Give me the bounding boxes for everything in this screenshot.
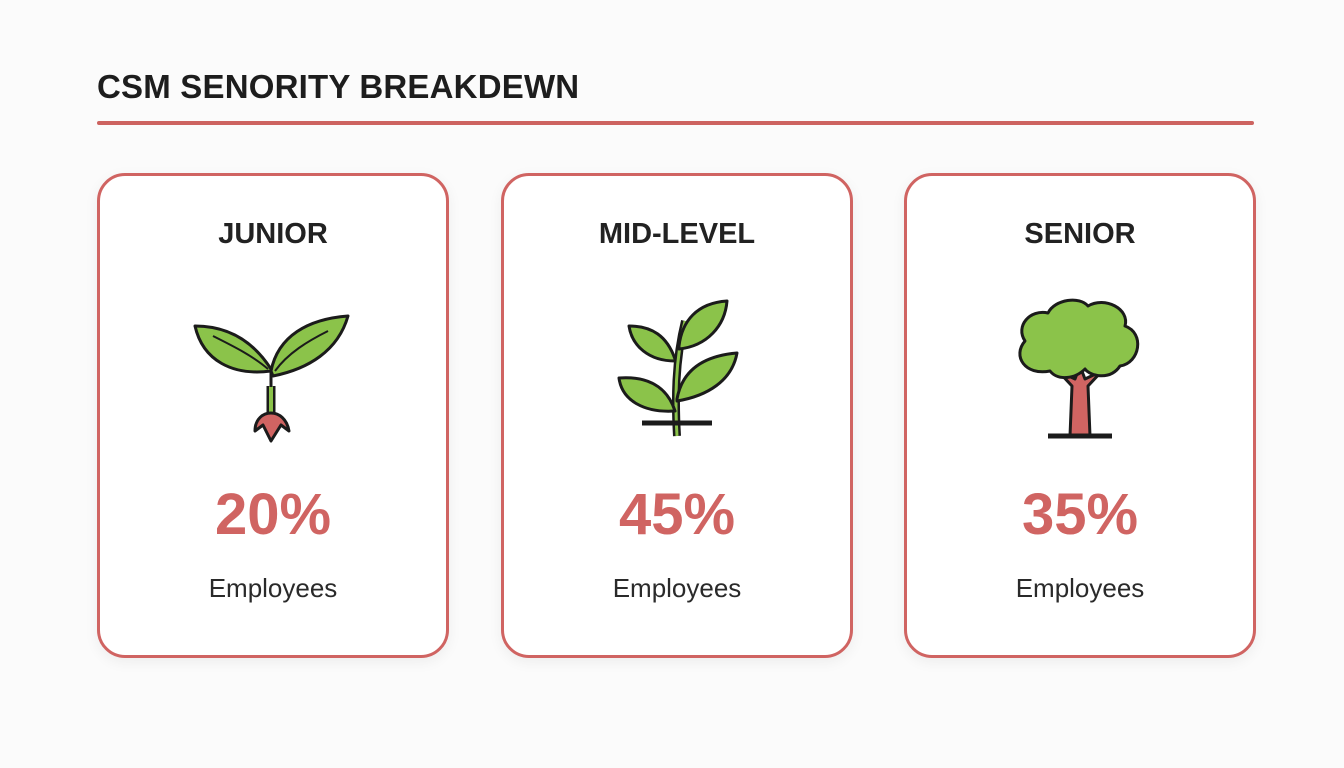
sprout-icon xyxy=(193,314,350,443)
percentage-value: 20% xyxy=(214,482,332,547)
tree-icon xyxy=(1018,298,1140,439)
page-title: CSM SENORITY BREAKDEWN xyxy=(97,68,580,105)
title-divider xyxy=(97,121,1254,125)
card-junior: JUNIOR 20% Employees xyxy=(97,173,449,658)
plant-icon xyxy=(617,299,739,437)
percentage-sublabel: Employees xyxy=(208,573,338,603)
percentage-value: 35% xyxy=(1021,482,1139,547)
card-label: SENIOR xyxy=(1024,218,1136,250)
card-senior: SENIOR 35% Employees xyxy=(904,173,1256,658)
card-mid-level: MID-LEVEL 45% Employees xyxy=(501,173,853,658)
percentage-value: 45% xyxy=(618,482,736,547)
percentage-sublabel: Employees xyxy=(1015,573,1145,603)
card-label: JUNIOR xyxy=(218,218,328,250)
card-label: MID-LEVEL xyxy=(598,218,756,250)
percentage-sublabel: Employees xyxy=(612,573,742,603)
